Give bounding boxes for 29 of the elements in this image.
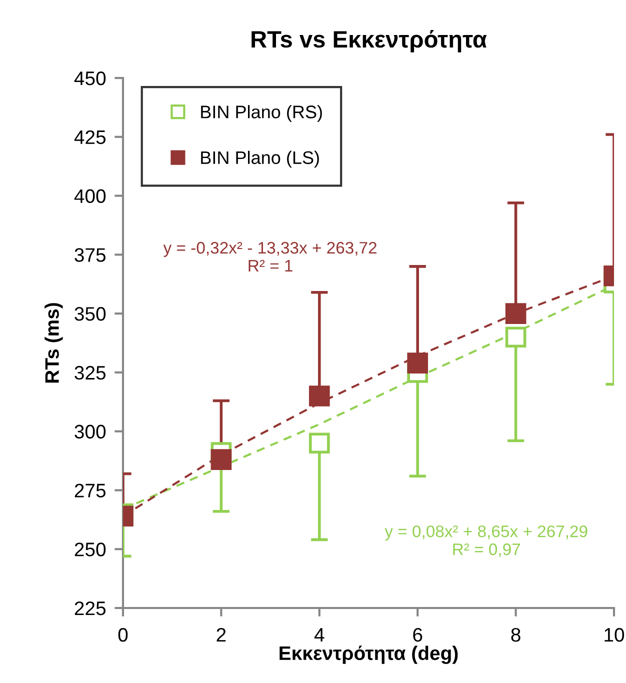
y-tick-label: 300: [74, 424, 106, 439]
legend-label: BIN Plano (RS): [201, 105, 322, 122]
x-tick-label: 2: [216, 628, 226, 642]
point: [505, 303, 526, 324]
chart-title: RTs vs Εκκεντρότητα: [252, 30, 487, 52]
point: [505, 326, 526, 348]
y-tick-label: 375: [74, 248, 106, 262]
x-tick-label: 0: [118, 628, 128, 642]
point: [210, 449, 232, 470]
y-tick-label: 400: [74, 189, 106, 204]
point: [308, 432, 330, 454]
y-tick-label: 450: [74, 71, 106, 86]
x-axis-title: Εκκεντρότητα (deg): [280, 646, 458, 664]
y-tick-label: 225: [74, 601, 106, 616]
x-tick-label: 10: [604, 628, 624, 642]
y-tick-label: 250: [74, 542, 106, 556]
annotation: y = 0,08x² + 8,65x + 267,29 R² = 0,97: [384, 525, 588, 558]
x-tick-label: 4: [314, 628, 324, 642]
y-tick-label: 275: [74, 484, 106, 498]
x-tick-label: 8: [511, 628, 520, 642]
legend-label: BIN Plano (LS): [201, 150, 319, 168]
y-tick-label: 325: [74, 366, 106, 380]
y-tick-label: 425: [74, 130, 106, 144]
point: [308, 386, 330, 406]
annotation: y = -0,32x² - 13,33x + 263,72 R² = 1: [163, 242, 376, 272]
y-axis-title: RTs (ms): [44, 303, 63, 383]
y-tick-label: 350: [74, 307, 106, 321]
point: [407, 352, 428, 374]
x-tick-label: 6: [413, 628, 422, 642]
